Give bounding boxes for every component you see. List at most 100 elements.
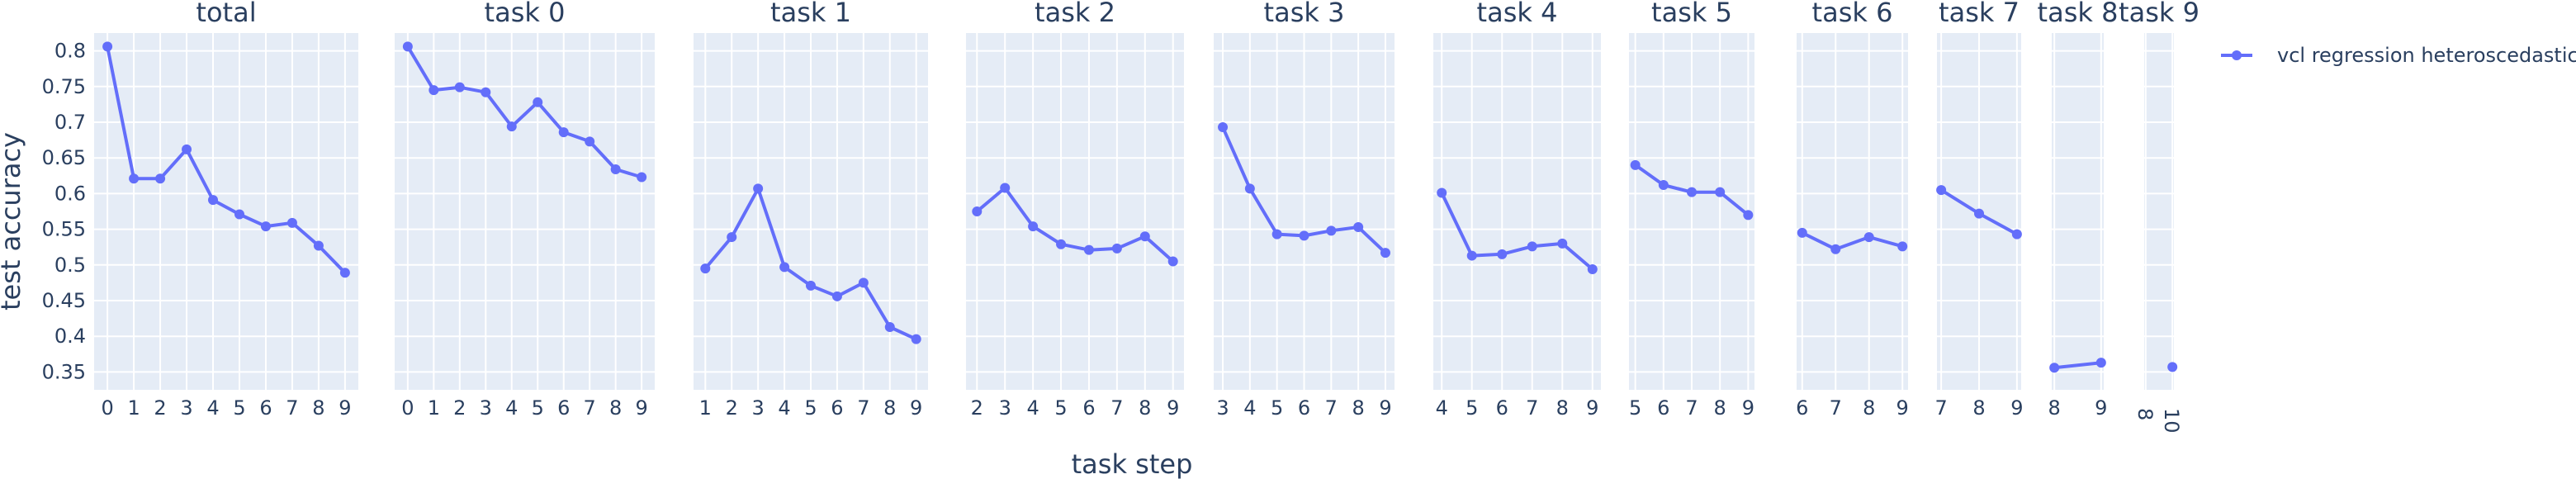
x-tick-label: 8	[1139, 396, 1151, 420]
x-tick-label: 9	[1167, 396, 1179, 420]
y-axis-title: test accuracy	[0, 132, 26, 311]
data-point	[182, 144, 192, 154]
panel-title: task 3	[1264, 0, 1345, 28]
x-tick-label: 8	[312, 396, 324, 420]
legend-label: vcl regression heteroscedastic	[2277, 44, 2576, 67]
data-point	[260, 221, 271, 232]
data-point	[585, 136, 595, 147]
data-point	[1557, 238, 1568, 249]
data-point	[806, 280, 816, 291]
x-tick-label: 4	[206, 396, 219, 420]
panel-title: task 4	[1477, 0, 1558, 28]
y-tick-label: 0.75	[42, 75, 86, 98]
panel-title: total	[196, 0, 256, 28]
data-point	[2049, 363, 2060, 373]
panel-background	[1433, 33, 1601, 390]
x-tick-label: 1	[699, 396, 712, 420]
data-point	[2095, 358, 2106, 368]
data-point	[1743, 210, 1754, 221]
data-point	[454, 82, 465, 92]
data-point	[1587, 263, 1598, 274]
data-point	[129, 173, 140, 184]
x-tick-label: 8	[883, 396, 896, 420]
x-axis-title: task step	[1072, 448, 1193, 479]
x-tick-label: 7	[1110, 396, 1123, 420]
data-point	[1630, 159, 1641, 170]
x-tick-label: 7	[1685, 396, 1698, 420]
y-tick-label: 0.55	[42, 218, 86, 241]
x-tick-label: 4	[1243, 396, 1256, 420]
x-tick-label: 7	[1934, 396, 1947, 420]
x-tick-label: 7	[857, 396, 869, 420]
x-tick-label: 6	[1657, 396, 1669, 420]
x-tick-label: 2	[726, 396, 738, 420]
x-tick-label: 9	[1742, 396, 1754, 420]
data-point	[102, 41, 113, 52]
x-tick-label: 6	[1496, 396, 1508, 420]
y-tick-label: 0.65	[42, 146, 86, 169]
data-point	[1056, 239, 1067, 249]
series-line	[976, 186, 1175, 263]
legend[interactable]: vcl regression heteroscedastic	[2221, 44, 2576, 67]
panel-title: task 6	[1812, 0, 1893, 28]
panel-background	[966, 33, 1184, 390]
panel-title: task 7	[1939, 0, 2020, 28]
data-point	[1527, 241, 1537, 252]
legend-marker-swatch	[2232, 50, 2242, 60]
x-tick-label: 8	[1863, 396, 1875, 420]
data-point	[779, 262, 790, 273]
x-tick-label: 4	[778, 396, 790, 420]
x-tick-label: 4	[1436, 396, 1448, 420]
panel-1: 0 1 2 3 4 5 6 7 8 9 task 0	[395, 0, 655, 420]
series-line	[2053, 361, 2102, 370]
data-point	[506, 121, 517, 132]
x-tick-label: 9	[339, 396, 351, 420]
data-point	[313, 240, 324, 251]
data-point	[972, 206, 983, 216]
data-point	[1326, 225, 1337, 236]
series-line	[106, 46, 347, 274]
x-tick-label: 6	[1796, 396, 1808, 420]
data-point	[753, 183, 764, 194]
x-tick-label: 6	[259, 396, 272, 420]
x-tick-label: 9	[2095, 396, 2107, 420]
panel-7: 6 7 8 9 task 6	[1796, 0, 1909, 420]
data-point	[481, 87, 491, 97]
data-point	[2011, 229, 2022, 240]
series-line	[1801, 231, 1903, 251]
data-point	[700, 263, 711, 274]
x-tick-label: 6	[1082, 396, 1095, 420]
data-point	[1658, 180, 1669, 191]
data-point	[1715, 187, 1726, 197]
x-tick-label: 7	[1325, 396, 1338, 420]
x-tick-label: 6	[831, 396, 843, 420]
x-tick-label: 6	[1298, 396, 1310, 420]
data-point	[1466, 250, 1477, 261]
data-point	[1218, 122, 1229, 133]
x-tick-label: 5	[233, 396, 245, 420]
data-point	[339, 268, 350, 278]
data-point	[402, 41, 413, 52]
panel-title: task 5	[1651, 0, 1732, 28]
x-tick-label: 4	[505, 396, 518, 420]
panel-8: 7 8 9 task 7	[1934, 0, 2023, 420]
data-point	[1797, 227, 1807, 238]
data-point	[727, 232, 737, 243]
data-point	[610, 164, 621, 175]
x-tick-label: 3	[752, 396, 765, 420]
panel-2: 1 2 3 4 5 6 7 8 9 task 1	[694, 0, 928, 420]
x-tick-label: 8	[1556, 396, 1569, 420]
x-tick-label: 8	[2133, 408, 2157, 420]
panel-9: 8 9 task 8	[2038, 0, 2119, 420]
x-tick-label: 7	[1526, 396, 1538, 420]
y-tick-label: 0.8	[54, 40, 86, 63]
data-point	[1111, 243, 1122, 254]
y-tick-label: 0.4	[54, 325, 86, 348]
x-tick-label: 9	[635, 396, 647, 420]
panel-4: 3 4 5 6 7 8 9 task 3	[1214, 0, 1395, 420]
y-tick-label: 0.5	[54, 254, 86, 277]
x-tick-label: 7	[584, 396, 596, 420]
x-tick-label: 1	[428, 396, 440, 420]
